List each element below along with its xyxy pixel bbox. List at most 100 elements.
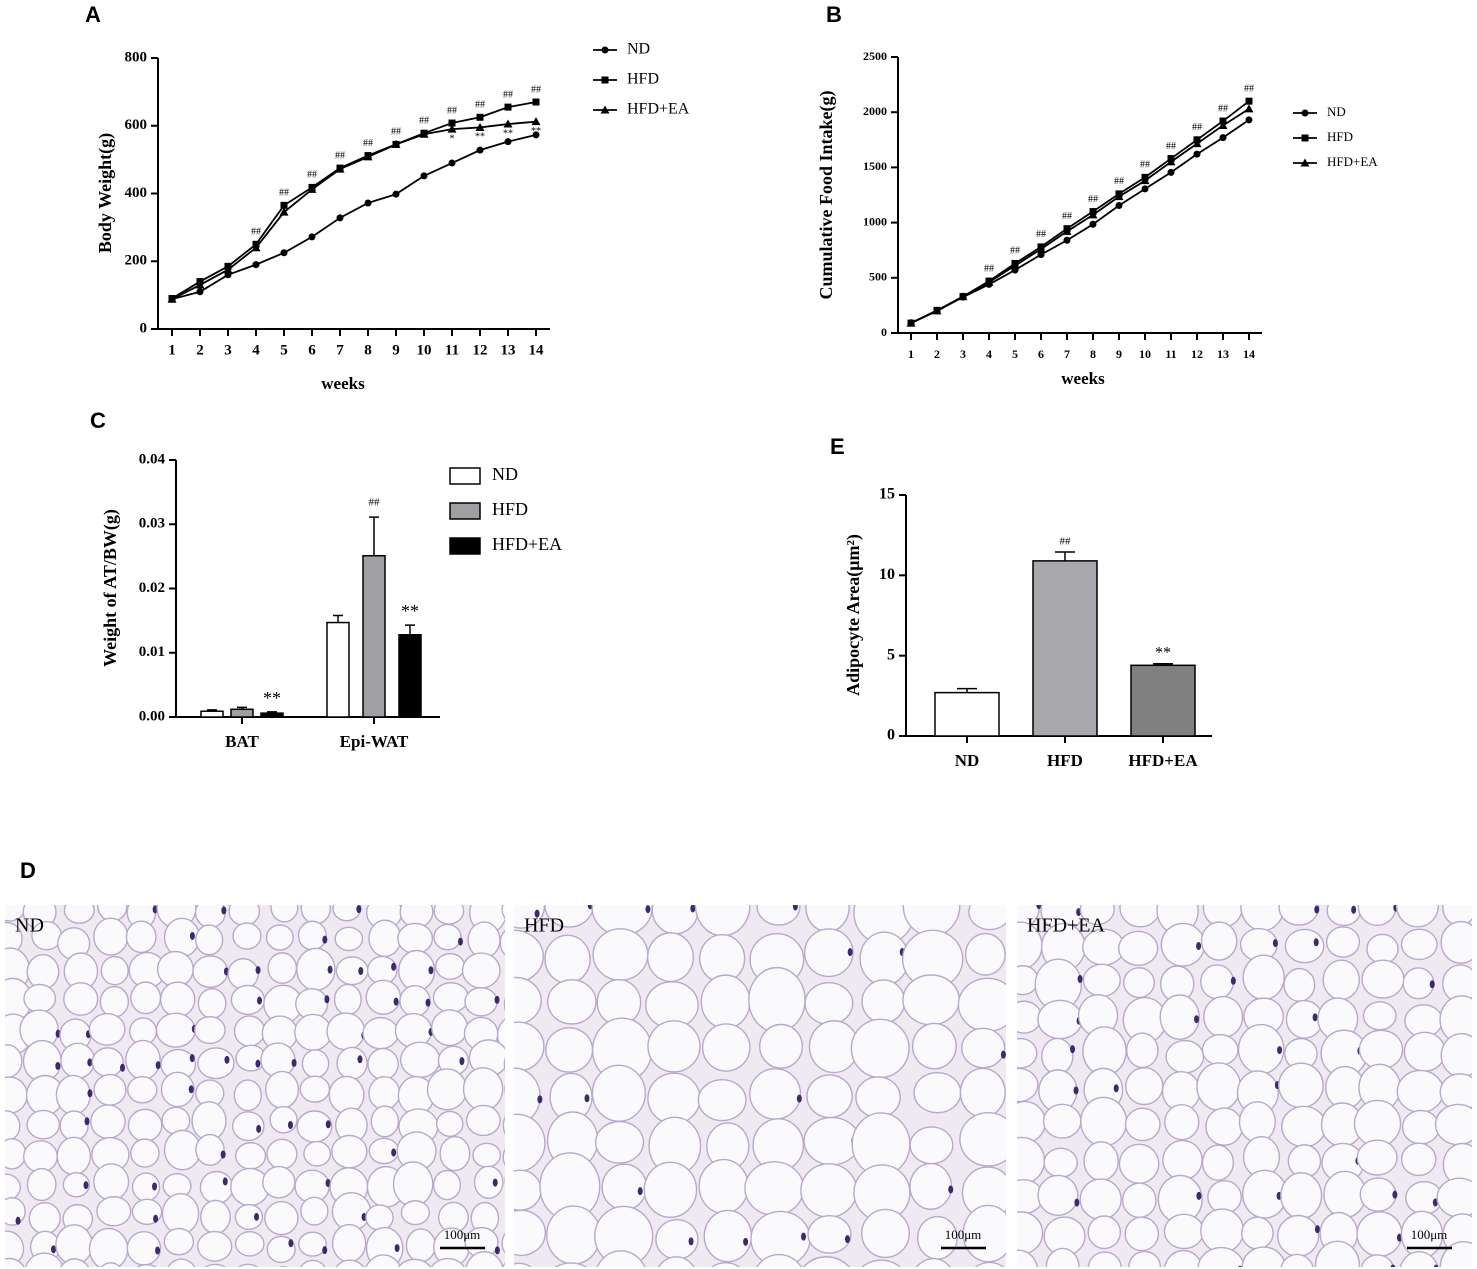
cell <box>194 1015 226 1045</box>
cell <box>160 1071 195 1108</box>
cell <box>1366 933 1399 965</box>
nucleus <box>120 1063 126 1072</box>
nucleus <box>152 905 158 914</box>
legend-label: HFD <box>627 71 659 88</box>
significance-label: ## <box>1060 536 1072 548</box>
y-axis-label: Weight of AT/BW(g) <box>100 509 121 667</box>
marker <box>1244 104 1254 113</box>
cell <box>334 926 364 952</box>
cell <box>5 1138 27 1170</box>
cell <box>1196 1062 1242 1111</box>
cell <box>1436 1177 1472 1218</box>
bar <box>398 634 422 718</box>
cell <box>1278 905 1320 926</box>
legend-swatch <box>449 502 481 520</box>
nucleus <box>428 966 434 975</box>
histology-image <box>514 905 1006 1267</box>
y-tick-label: 0 <box>140 320 148 336</box>
marker <box>906 318 916 327</box>
x-tick-label: 12 <box>473 342 488 358</box>
x-axis-label: weeks <box>1061 369 1105 388</box>
significance-label: ** <box>475 132 485 143</box>
cell <box>915 1257 951 1267</box>
cell <box>159 981 196 1018</box>
cell <box>1439 1240 1472 1267</box>
marker <box>1218 120 1228 129</box>
significance-label: ## <box>1218 103 1228 114</box>
cell <box>1241 1246 1286 1267</box>
cell <box>1242 954 1285 1001</box>
marker <box>279 207 289 216</box>
marker <box>1245 97 1253 105</box>
cell <box>333 983 362 1016</box>
x-tick-label: 13 <box>1217 347 1229 361</box>
cell <box>62 1172 91 1198</box>
cell <box>125 1039 161 1081</box>
nucleus <box>690 905 696 913</box>
nucleus <box>1351 905 1357 914</box>
cell <box>959 1112 1006 1167</box>
nucleus <box>494 995 500 1004</box>
nucleus <box>494 1246 500 1255</box>
cell <box>298 1231 327 1257</box>
cell <box>803 928 854 978</box>
significance-label: ## <box>1010 246 1020 257</box>
cell <box>336 1046 368 1080</box>
cell <box>362 1016 399 1050</box>
cell <box>592 928 649 981</box>
nucleus <box>1277 1046 1283 1055</box>
cell <box>56 1136 92 1176</box>
nucleus <box>291 1058 297 1067</box>
nucleus <box>1238 1265 1242 1267</box>
marker <box>1301 109 1309 117</box>
y-tick-label: 0.01 <box>139 644 165 660</box>
error-bar <box>957 687 977 693</box>
cell <box>643 1161 698 1218</box>
cell <box>472 1142 502 1168</box>
significance-label: ** <box>263 688 281 708</box>
x-tick-label: 7 <box>336 342 344 358</box>
nucleus <box>222 1177 228 1186</box>
cell <box>228 905 261 927</box>
cell <box>400 1200 431 1226</box>
significance-label: ## <box>1166 141 1176 152</box>
nucleus <box>394 1244 400 1253</box>
marker <box>1063 236 1071 244</box>
marker <box>1166 157 1176 166</box>
cell <box>196 1230 233 1262</box>
image-label: HFD+EA <box>1027 915 1106 937</box>
cell <box>514 1262 532 1267</box>
cell <box>299 1075 331 1103</box>
marker <box>476 113 484 121</box>
cell <box>803 1116 861 1166</box>
cell <box>130 1138 160 1168</box>
cell <box>59 1258 90 1267</box>
cell <box>195 1133 225 1166</box>
nucleus <box>220 1150 226 1159</box>
nucleus <box>255 1059 261 1068</box>
legend-label: HFD+EA <box>492 534 562 554</box>
significance-label: ## <box>391 127 401 138</box>
cell <box>331 1223 367 1263</box>
cell <box>232 922 262 950</box>
cell <box>802 1256 851 1267</box>
cell <box>1125 1067 1164 1106</box>
cell <box>227 958 259 990</box>
cell <box>591 1064 646 1122</box>
nucleus <box>1196 1191 1202 1200</box>
cell <box>368 1076 401 1111</box>
marker <box>448 159 456 167</box>
cell <box>163 1227 195 1256</box>
cell <box>130 981 162 1015</box>
legend-label: ND <box>492 464 518 484</box>
x-tick-label: 3 <box>960 347 966 361</box>
cell <box>125 920 157 954</box>
y-tick-label: 500 <box>869 270 887 284</box>
cell <box>657 1256 695 1267</box>
significance-label: ## <box>363 138 373 149</box>
cell <box>502 1262 505 1267</box>
cell <box>100 1262 121 1267</box>
cell <box>859 931 910 986</box>
cell <box>1203 995 1244 1039</box>
marker <box>504 103 512 111</box>
